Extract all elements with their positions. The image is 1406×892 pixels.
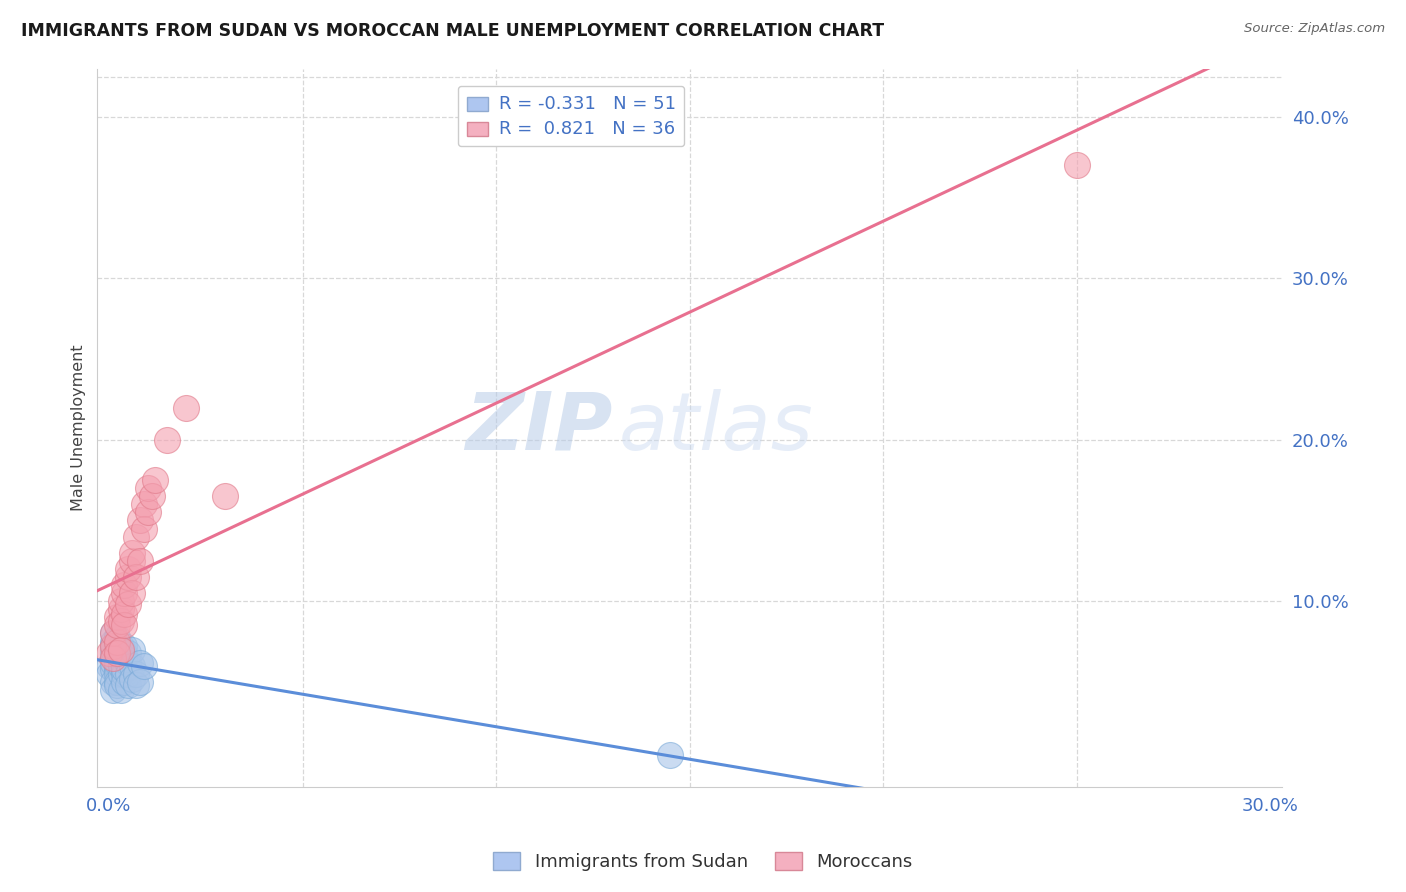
Point <box>105 634 128 648</box>
Point <box>110 656 132 670</box>
Point <box>114 646 136 660</box>
Point <box>114 586 136 600</box>
Point <box>121 554 143 568</box>
Point <box>101 640 124 654</box>
Point <box>114 578 136 592</box>
Point <box>110 642 132 657</box>
Point <box>121 546 143 560</box>
Point <box>114 618 136 632</box>
Point <box>214 489 236 503</box>
Point <box>129 674 152 689</box>
Point <box>121 658 143 673</box>
Point <box>101 662 124 676</box>
Point <box>101 650 124 665</box>
Text: IMMIGRANTS FROM SUDAN VS MOROCCAN MALE UNEMPLOYMENT CORRELATION CHART: IMMIGRANTS FROM SUDAN VS MOROCCAN MALE U… <box>21 22 884 40</box>
Point <box>101 646 124 660</box>
Point <box>129 514 152 528</box>
Point <box>105 674 128 689</box>
Point <box>129 656 152 670</box>
Point <box>136 481 159 495</box>
Point <box>105 658 128 673</box>
Point <box>125 678 148 692</box>
Point <box>114 640 136 654</box>
Point <box>125 666 148 681</box>
Point <box>110 683 132 698</box>
Point <box>105 678 128 692</box>
Text: Source: ZipAtlas.com: Source: ZipAtlas.com <box>1244 22 1385 36</box>
Point <box>105 642 128 657</box>
Point <box>132 497 155 511</box>
Point <box>105 656 128 670</box>
Point <box>114 662 136 676</box>
Point <box>110 614 132 628</box>
Point <box>117 656 139 670</box>
Point <box>101 640 124 654</box>
Point <box>110 650 132 665</box>
Point <box>110 642 132 657</box>
Point <box>101 642 124 657</box>
Point <box>114 666 136 681</box>
Point <box>114 658 136 673</box>
Point <box>117 666 139 681</box>
Point <box>101 674 124 689</box>
Point <box>105 640 128 654</box>
Point <box>101 626 124 640</box>
Point <box>110 594 132 608</box>
Point <box>101 683 124 698</box>
Point <box>101 634 124 648</box>
Point <box>129 554 152 568</box>
Point <box>110 646 132 660</box>
Point <box>110 666 132 681</box>
Point <box>132 522 155 536</box>
Point <box>98 646 121 660</box>
Point <box>105 618 128 632</box>
Legend: R = -0.331   N = 51, R =  0.821   N = 36: R = -0.331 N = 51, R = 0.821 N = 36 <box>458 87 685 146</box>
Point <box>141 489 163 503</box>
Point <box>176 401 198 415</box>
Point <box>110 658 132 673</box>
Point <box>1066 158 1088 172</box>
Point <box>105 646 128 660</box>
Point <box>145 473 167 487</box>
Point <box>110 640 132 654</box>
Point <box>117 598 139 612</box>
Point <box>117 678 139 692</box>
Point <box>114 607 136 621</box>
Point <box>121 586 143 600</box>
Point <box>98 666 121 681</box>
Text: ZIP: ZIP <box>465 389 613 467</box>
Point <box>105 650 128 665</box>
Point <box>105 662 128 676</box>
Point <box>659 747 682 762</box>
Point <box>105 610 128 624</box>
Point <box>117 570 139 584</box>
Point <box>125 570 148 584</box>
Point <box>136 505 159 519</box>
Point <box>105 630 128 644</box>
Point <box>121 672 143 686</box>
Point <box>117 562 139 576</box>
Point <box>156 433 179 447</box>
Point <box>125 530 148 544</box>
Point <box>114 650 136 665</box>
Point <box>101 626 124 640</box>
Point <box>117 646 139 660</box>
Point <box>114 674 136 689</box>
Point <box>105 646 128 660</box>
Text: atlas: atlas <box>619 389 814 467</box>
Point <box>121 642 143 657</box>
Point <box>101 650 124 665</box>
Point <box>98 658 121 673</box>
Y-axis label: Male Unemployment: Male Unemployment <box>72 344 86 511</box>
Legend: Immigrants from Sudan, Moroccans: Immigrants from Sudan, Moroccans <box>486 845 920 879</box>
Point <box>101 656 124 670</box>
Point <box>132 658 155 673</box>
Point <box>110 602 132 616</box>
Point <box>105 666 128 681</box>
